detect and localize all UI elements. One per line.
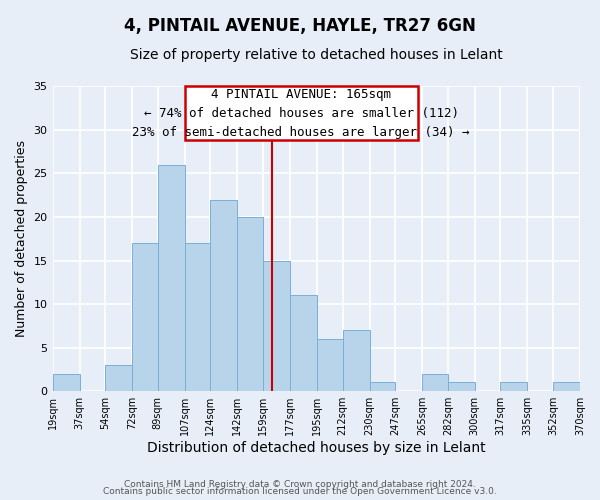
Bar bbox=[158, 164, 185, 391]
Bar bbox=[105, 365, 132, 391]
Bar bbox=[185, 243, 211, 391]
FancyBboxPatch shape bbox=[185, 86, 418, 141]
Text: Contains HM Land Registry data © Crown copyright and database right 2024.: Contains HM Land Registry data © Crown c… bbox=[124, 480, 476, 489]
Bar bbox=[53, 374, 80, 391]
Bar bbox=[317, 339, 343, 391]
Bar bbox=[132, 243, 158, 391]
Bar bbox=[500, 382, 527, 391]
Bar bbox=[238, 217, 263, 391]
Bar bbox=[263, 260, 290, 391]
Bar bbox=[448, 382, 475, 391]
Bar bbox=[370, 382, 395, 391]
Y-axis label: Number of detached properties: Number of detached properties bbox=[15, 140, 28, 337]
Text: 4, PINTAIL AVENUE, HAYLE, TR27 6GN: 4, PINTAIL AVENUE, HAYLE, TR27 6GN bbox=[124, 18, 476, 36]
Bar bbox=[211, 200, 238, 391]
X-axis label: Distribution of detached houses by size in Lelant: Distribution of detached houses by size … bbox=[147, 441, 485, 455]
Text: Contains public sector information licensed under the Open Government Licence v3: Contains public sector information licen… bbox=[103, 487, 497, 496]
Bar bbox=[422, 374, 448, 391]
Bar bbox=[343, 330, 370, 391]
Bar bbox=[553, 382, 580, 391]
Title: Size of property relative to detached houses in Lelant: Size of property relative to detached ho… bbox=[130, 48, 503, 62]
Text: 4 PINTAIL AVENUE: 165sqm
← 74% of detached houses are smaller (112)
23% of semi-: 4 PINTAIL AVENUE: 165sqm ← 74% of detach… bbox=[133, 88, 470, 139]
Bar bbox=[290, 296, 317, 391]
